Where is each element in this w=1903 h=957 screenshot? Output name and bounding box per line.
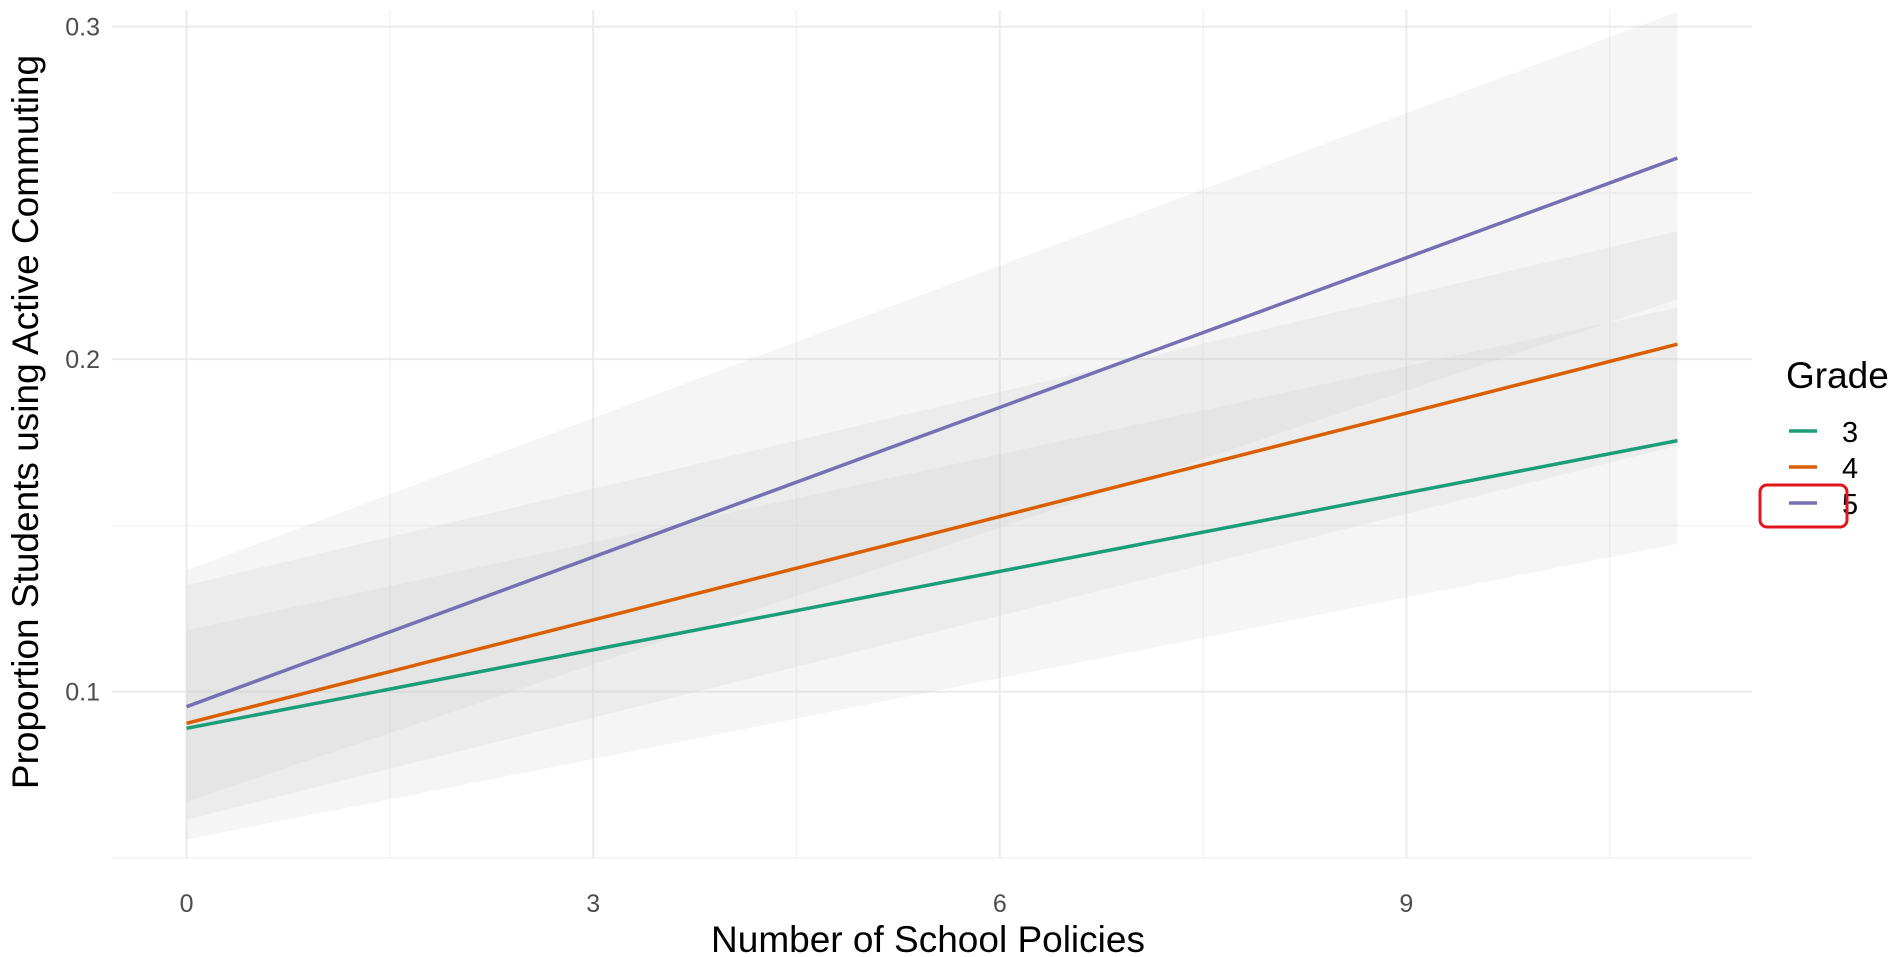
series-line-grade-4 — [186, 342, 1678, 726]
y-tick-label: 0.3 — [65, 14, 100, 42]
confidence-band-grade-5 — [186, 11, 1678, 802]
y-tick-label: 0.2 — [65, 346, 100, 374]
y-tick-label: 0.1 — [65, 679, 100, 707]
y-axis-ticks: 0.1 0.2 0.3 — [65, 14, 100, 707]
legend-label-grade-3: 3 — [1842, 417, 1858, 449]
x-tick-label: 0 — [180, 890, 194, 918]
legend-title: Grade — [1786, 355, 1889, 396]
series-line-grade-5 — [185, 156, 1679, 709]
legend: Grade 3 4 5 — [1758, 355, 1889, 529]
x-axis-title: Number of School Policies — [711, 919, 1145, 957]
legend-label-grade-4: 4 — [1842, 453, 1858, 485]
x-axis-ticks: 0 3 6 9 — [180, 890, 1414, 918]
x-tick-label: 9 — [1399, 890, 1413, 918]
x-tick-label: 3 — [586, 890, 600, 918]
legend-label-grade-5: 5 — [1842, 489, 1858, 521]
confidence-bands — [186, 11, 1678, 840]
x-tick-label: 6 — [993, 890, 1007, 918]
confidence-band-grade-4 — [186, 231, 1678, 820]
legend-highlight-box — [1758, 483, 1849, 529]
series-lines — [185, 156, 1679, 731]
series-line-grade-3 — [186, 438, 1678, 731]
y-axis-title: Proportion Students using Active Commuti… — [5, 55, 46, 789]
